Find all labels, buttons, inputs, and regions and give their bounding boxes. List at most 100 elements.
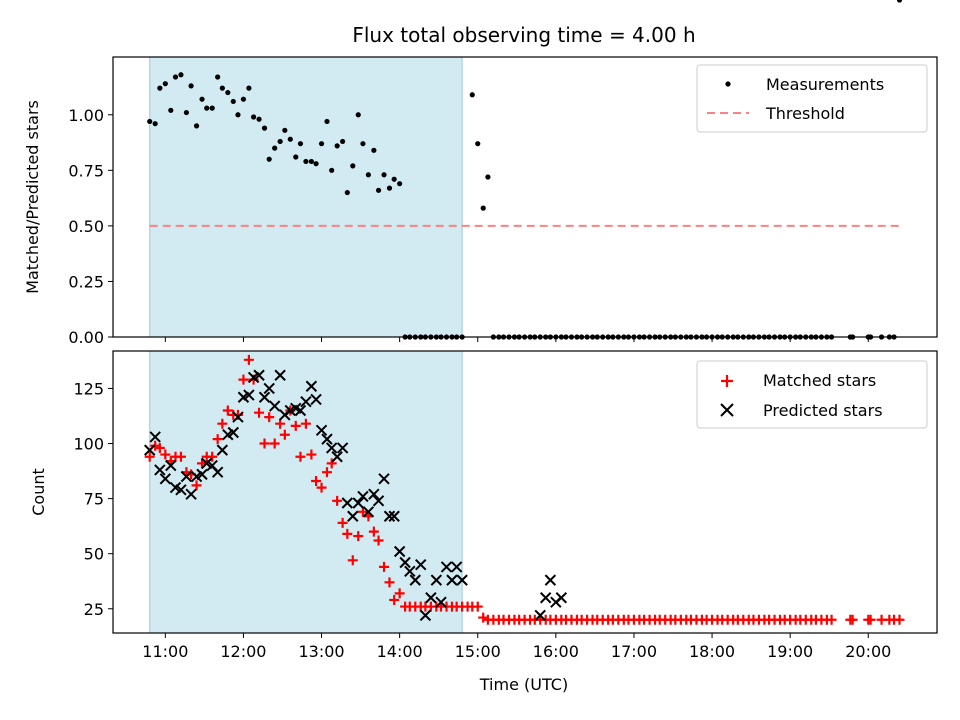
predicted-star-point (196, 468, 208, 481)
predicted-star-point (263, 382, 275, 395)
predicted-star-point (435, 596, 447, 608)
y-tick: 100 (73, 435, 113, 454)
y-tick: 0.25 (68, 272, 113, 291)
measurement-point (485, 174, 491, 180)
matched-star-point (342, 528, 353, 539)
legend-label-threshold: Threshold (765, 104, 845, 123)
x-tick-label: 14:00 (377, 642, 423, 661)
y-tick-label: 0.25 (68, 272, 104, 291)
measurement-point (172, 74, 179, 80)
matched-star-point (238, 374, 249, 385)
measurement-point (340, 138, 346, 145)
matched-star-point (311, 475, 322, 486)
predicted-star-point (352, 497, 364, 509)
x-tick: 11:00 (142, 633, 188, 661)
y-tick-label: 50 (84, 545, 104, 564)
measurement-point (334, 143, 340, 149)
x-tick: 18:00 (689, 633, 735, 661)
predicted-star-point (456, 574, 468, 586)
measurement-point (250, 114, 257, 120)
measurement-point (188, 83, 194, 89)
measurement-point (282, 127, 288, 133)
measurement-point (157, 85, 163, 91)
legend-marker-measurements (725, 81, 731, 87)
predicted-star-point (430, 574, 443, 586)
x-tick-label: 17:00 (611, 642, 657, 661)
measurement-point (397, 181, 403, 187)
measurement-point (896, 0, 903, 3)
measurement-point (178, 72, 184, 78)
measurement-point (152, 121, 158, 127)
x-tick: 20:00 (845, 633, 891, 661)
matched-star-point (847, 614, 858, 625)
measurement-point (355, 112, 361, 118)
predicted-star-point (253, 369, 265, 381)
predicted-star-point (159, 473, 172, 485)
predicted-star-point (294, 404, 307, 417)
measurement-point (215, 74, 221, 80)
predicted-star-point (216, 444, 229, 456)
predicted-star-point (446, 574, 458, 586)
matched-star-point (295, 451, 306, 462)
predicted-star-point (175, 484, 187, 496)
matched-star-point (357, 506, 368, 517)
measurement-point (193, 123, 200, 129)
measurement-point (287, 136, 293, 142)
predicted-star-point (315, 424, 328, 437)
matched-star-point (316, 482, 327, 493)
measurement-point (329, 167, 335, 173)
matched-star-point (373, 535, 384, 546)
measurement-point (183, 109, 190, 116)
y-tick-label: 1.00 (68, 106, 104, 125)
measurement-point (261, 125, 268, 131)
y-tick: 25 (84, 600, 113, 619)
x-tick: 19:00 (767, 633, 813, 661)
top-legend: Measurements Threshold (696, 64, 928, 133)
y-tick-label: 100 (73, 435, 104, 454)
matched-star-point (379, 561, 390, 572)
measurement-point (147, 118, 153, 125)
matched-star-point (275, 418, 286, 429)
x-tick: 15:00 (455, 633, 501, 661)
matched-star-point (217, 418, 228, 429)
predicted-star-point (372, 495, 385, 507)
matched-star-point (264, 412, 275, 423)
predicted-star-point (409, 574, 421, 586)
matched-star-point (212, 434, 223, 445)
predicted-star-point (393, 545, 406, 558)
matched-star-point (306, 449, 317, 460)
measurement-point (297, 141, 304, 147)
legend-marker-predicted (720, 403, 734, 417)
measurement-point (371, 147, 377, 153)
measurement-point (318, 141, 325, 147)
matched-star-point (894, 614, 905, 625)
predicted-star-point (368, 488, 380, 500)
top-panel: 0.00 0.25 0.50 0.75 1.00 Matched/Predicted s… (23, 0, 938, 347)
matched-star-point (394, 588, 405, 599)
measurement-point (256, 116, 262, 122)
matched-star-point (332, 495, 343, 506)
x-tick-label: 15:00 (455, 642, 501, 661)
measurement-point (480, 205, 486, 211)
top-y-axis-label: Matched/Predicted stars (23, 100, 42, 294)
predicted-star-point (165, 459, 177, 472)
y-tick: 0.75 (68, 161, 113, 180)
bottom-legend-box (696, 360, 928, 429)
predicted-star-point (258, 391, 271, 403)
predicted-star-point (149, 431, 161, 443)
predicted-star-point (243, 389, 255, 401)
y-tick: 75 (84, 490, 113, 509)
predicted-star-point (325, 442, 338, 454)
measurement-point (246, 85, 252, 91)
predicted-star-point (399, 556, 411, 569)
matched-star-point (368, 526, 379, 537)
matched-star-point (207, 451, 218, 462)
matched-star-point (154, 442, 165, 453)
measurement-point (240, 96, 247, 102)
predicted-star-point (232, 411, 244, 423)
predicted-star-point (539, 592, 552, 604)
predicted-star-point (300, 395, 312, 408)
matched-star-point (865, 614, 876, 625)
x-tick-label: 16:00 (533, 642, 579, 661)
